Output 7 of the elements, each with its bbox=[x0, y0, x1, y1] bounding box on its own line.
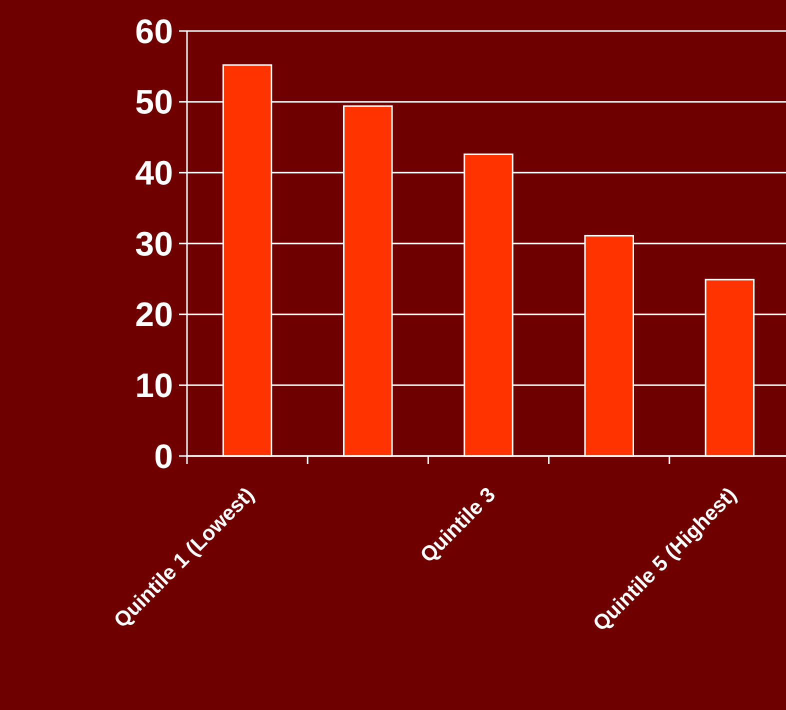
y-tick-label: 30 bbox=[135, 225, 173, 264]
y-tick-label: 20 bbox=[135, 296, 173, 334]
y-tick-label: 10 bbox=[135, 367, 173, 406]
y-tick-label: 60 bbox=[135, 12, 173, 51]
y-tick-label: 50 bbox=[135, 84, 173, 122]
y-tick-label: 40 bbox=[135, 154, 173, 193]
y-tick-label: 0 bbox=[154, 438, 173, 476]
